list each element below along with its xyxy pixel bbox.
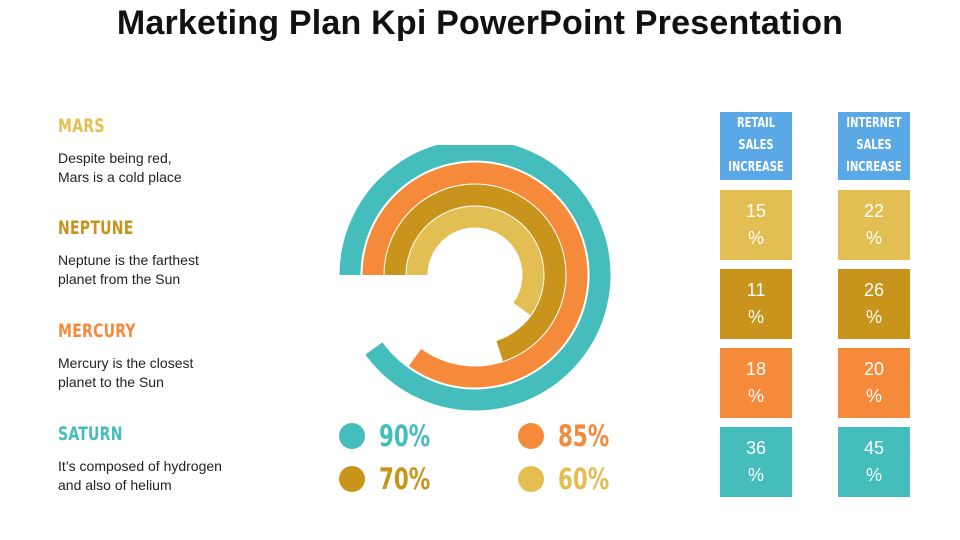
internet-cell-row-4: 45% bbox=[838, 427, 910, 497]
retail-cell-row-3: 18% bbox=[720, 348, 792, 418]
planet-name: NEPTUNE bbox=[58, 217, 134, 239]
cell-value: 45 bbox=[863, 438, 885, 458]
cell-value: 20 bbox=[863, 359, 885, 379]
legend-value: 60% bbox=[558, 462, 610, 496]
page-title: Marketing Plan Kpi PowerPoint Presentati… bbox=[116, 4, 844, 42]
planet-description: It’s composed of hydrogen and also of he… bbox=[58, 458, 222, 493]
cell-unit: % bbox=[865, 386, 882, 406]
retail-cell-row-2: 11% bbox=[720, 269, 792, 339]
ring-mars bbox=[406, 206, 544, 316]
planet-name: MERCURY bbox=[58, 320, 136, 342]
retail-cell-row-4: 36% bbox=[720, 427, 792, 497]
cell-unit: % bbox=[747, 386, 764, 406]
header-internet-sales-increase: INTERNET SALES INCREASE bbox=[838, 112, 910, 180]
legend-dot bbox=[339, 466, 365, 492]
planet-mercury: MERCURY Mercury is the closest planet to… bbox=[58, 320, 298, 392]
planet-saturn: SATURN It’s composed of hydrogen and als… bbox=[58, 423, 298, 495]
header-line: INCREASE bbox=[728, 160, 784, 175]
planet-description: Neptune is the farthest planet from the … bbox=[58, 252, 199, 287]
internet-cell-row-3: 20% bbox=[838, 348, 910, 418]
legend-value: 90% bbox=[379, 419, 431, 453]
internet-cell-row-2: 26% bbox=[838, 269, 910, 339]
cell-unit: % bbox=[865, 228, 882, 248]
radial-progress-chart bbox=[339, 145, 611, 411]
legend-dot bbox=[339, 423, 365, 449]
cell-value: 22 bbox=[863, 201, 885, 221]
planet-mars: MARS Despite being red, Mars is a cold p… bbox=[58, 115, 298, 187]
cell-unit: % bbox=[865, 465, 882, 485]
cell-unit: % bbox=[747, 465, 764, 485]
cell-value: 11 bbox=[746, 280, 766, 300]
cell-unit: % bbox=[747, 228, 764, 248]
planet-name: MARS bbox=[58, 115, 105, 137]
cell-value: 15 bbox=[745, 201, 767, 221]
legend-value: 85% bbox=[558, 419, 610, 453]
header-line: INCREASE bbox=[846, 160, 902, 175]
legend-dot bbox=[518, 466, 544, 492]
ring-saturn bbox=[339, 145, 611, 411]
planet-description: Despite being red, Mars is a cold place bbox=[58, 150, 182, 185]
planet-neptune: NEPTUNE Neptune is the farthest planet f… bbox=[58, 217, 298, 289]
header-line: SALES bbox=[738, 138, 774, 153]
legend-value: 70% bbox=[379, 462, 431, 496]
header-line: INTERNET bbox=[846, 116, 902, 131]
internet-cell-row-1: 22% bbox=[838, 190, 910, 260]
retail-cell-row-1: 15% bbox=[720, 190, 792, 260]
cell-unit: % bbox=[747, 307, 764, 327]
cell-unit: % bbox=[865, 307, 882, 327]
header-retail-sales-increase: RETAIL SALES INCREASE bbox=[720, 112, 792, 180]
cell-value: 36 bbox=[745, 438, 767, 458]
ring-neptune bbox=[384, 184, 566, 362]
cell-value: 26 bbox=[863, 280, 885, 300]
header-line: RETAIL bbox=[736, 116, 776, 131]
cell-value: 18 bbox=[745, 359, 767, 379]
ring-mercury bbox=[362, 162, 588, 388]
header-line: SALES bbox=[856, 138, 892, 153]
legend-dot bbox=[518, 423, 544, 449]
planet-description: Mercury is the closest planet to the Sun bbox=[58, 355, 194, 390]
planet-name: SATURN bbox=[58, 423, 123, 445]
